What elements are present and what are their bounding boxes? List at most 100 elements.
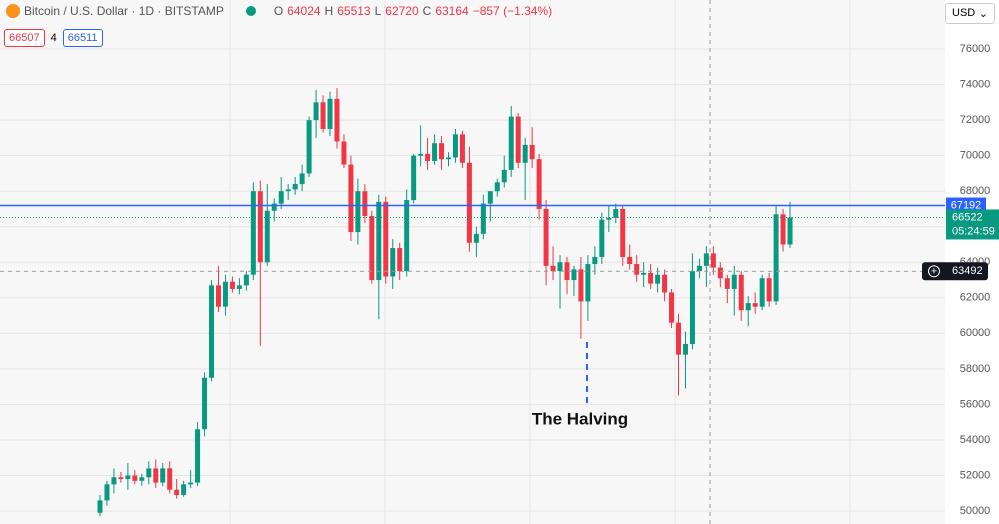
ohlc-label: C xyxy=(422,4,432,18)
candle-body xyxy=(439,143,445,160)
candle-body xyxy=(376,201,382,281)
candle-body xyxy=(557,262,563,272)
candle-body xyxy=(111,477,117,485)
countdown: 05:24:59 xyxy=(952,225,995,237)
candle-body xyxy=(250,191,256,275)
currency: USD xyxy=(952,7,976,19)
candle-body xyxy=(487,191,493,204)
candle-body xyxy=(243,274,249,286)
candle-body xyxy=(536,159,542,209)
candle-body xyxy=(522,144,528,163)
crosshair-tag xyxy=(922,262,988,281)
candle-body xyxy=(529,144,535,160)
y-tick-label: 52000 xyxy=(960,469,991,481)
candle-body xyxy=(703,253,709,266)
candle-body xyxy=(717,267,723,279)
buy-button[interactable]: 66511 xyxy=(62,29,103,47)
candle-body xyxy=(355,191,361,233)
candle-body xyxy=(181,484,187,496)
candle-body xyxy=(585,264,591,302)
candle-body xyxy=(209,285,215,378)
candle-body xyxy=(390,248,396,277)
candle-body xyxy=(229,281,235,289)
y-tick-label: 54000 xyxy=(960,434,991,446)
candle-body xyxy=(682,344,688,355)
candle-body xyxy=(167,468,173,490)
candle-body xyxy=(543,208,549,266)
candle-body xyxy=(264,210,270,263)
sell-button[interactable]: 66507 xyxy=(4,29,45,47)
crosshair-label: 63492 xyxy=(952,265,983,277)
candle-body xyxy=(473,233,479,243)
candle-body xyxy=(278,191,284,204)
candle-body xyxy=(655,274,661,284)
candle-body xyxy=(257,191,263,263)
price-axis xyxy=(945,0,999,524)
candle-body xyxy=(738,274,744,311)
ohlc-label: O xyxy=(273,4,284,18)
candle-body xyxy=(773,214,779,302)
candle-body xyxy=(550,265,556,272)
candle-body xyxy=(641,272,647,275)
candle-body xyxy=(452,134,458,158)
symbol: Bitcoin / U.S. Dollar · 1D · BITSTAMP xyxy=(24,4,224,18)
price-line-label: 67192 xyxy=(951,199,982,211)
candle-body xyxy=(710,253,716,268)
y-tick-label: 60000 xyxy=(960,327,991,339)
candle-body xyxy=(369,216,375,281)
candle-body xyxy=(648,272,654,284)
candle-body xyxy=(446,157,451,160)
candle-body xyxy=(362,191,368,217)
candle-body xyxy=(313,102,319,121)
ohlc-value: 65513 xyxy=(337,4,371,18)
ohlc-value: 63164 xyxy=(435,4,469,18)
candle-body xyxy=(404,200,410,272)
candle-body xyxy=(125,475,131,480)
candle-body xyxy=(696,265,702,272)
candle-body xyxy=(334,98,340,142)
annotation: The Halving xyxy=(532,409,628,428)
candle-body xyxy=(202,377,208,430)
btc-icon xyxy=(6,4,20,18)
currency-select[interactable]: USD ⌄ xyxy=(945,3,995,24)
last-price-label: 66522 xyxy=(952,211,983,223)
candle-body xyxy=(188,482,194,485)
candle-body xyxy=(292,184,298,190)
candle-body xyxy=(620,208,626,257)
candle-body xyxy=(599,219,605,257)
candle-body xyxy=(627,256,633,265)
candle-body xyxy=(118,477,124,480)
candle-body xyxy=(731,274,737,289)
ohlc-label: H xyxy=(324,4,334,18)
candle-body xyxy=(132,475,138,481)
y-tick-label: 68000 xyxy=(960,185,991,197)
candle-body xyxy=(271,203,277,211)
change: −857 (−1.34%) xyxy=(472,4,553,18)
candle-body xyxy=(306,120,312,174)
spread: 4 xyxy=(50,32,57,44)
candle-body xyxy=(669,292,675,323)
candle-body xyxy=(745,303,751,311)
candle-body xyxy=(459,134,465,163)
candle-body xyxy=(759,278,765,307)
candle-body xyxy=(215,285,221,307)
y-tick-label: 74000 xyxy=(960,78,991,90)
candle-body xyxy=(780,214,786,245)
candle-body xyxy=(662,274,668,293)
candle-body xyxy=(613,208,619,218)
candle-body xyxy=(515,116,521,163)
candle-body xyxy=(236,285,242,289)
candle-body xyxy=(634,264,640,275)
candle-body xyxy=(418,153,424,156)
candle-body xyxy=(195,429,201,483)
ohlc-value: 64024 xyxy=(287,4,321,18)
candle-body xyxy=(564,262,570,281)
candle-body xyxy=(139,477,145,481)
ohlc-label: L xyxy=(374,4,382,18)
candle-body xyxy=(411,155,417,201)
y-tick-label: 58000 xyxy=(960,363,991,375)
y-tick-label: 56000 xyxy=(960,398,991,410)
candle-body xyxy=(160,468,166,483)
